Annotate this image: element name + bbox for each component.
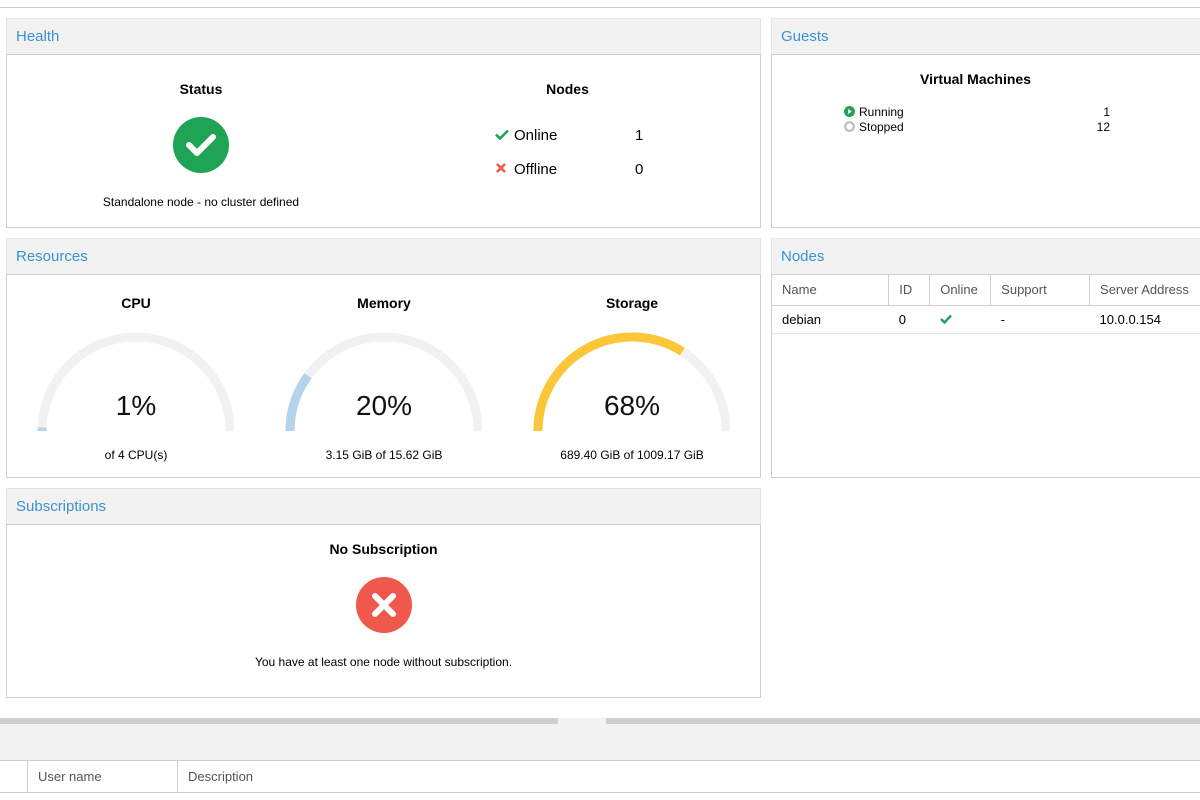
nodes-offline-label: Offline bbox=[514, 161, 558, 178]
cpu-gauge-arc bbox=[37, 332, 235, 432]
running-icon bbox=[844, 106, 855, 117]
storage-gauge: Storage 68% 689.40 GiB of 1009.17 GiB bbox=[508, 275, 756, 479]
top-border bbox=[0, 0, 1200, 8]
nodes-panel-header: Nodes bbox=[771, 238, 1200, 274]
memory-gauge-fill bbox=[285, 373, 312, 432]
status-text: Standalone node - no cluster defined bbox=[102, 195, 300, 209]
stopped-icon bbox=[844, 121, 855, 132]
storage-gauge-subtext: 689.40 GiB of 1009.17 GiB bbox=[560, 448, 704, 462]
vm-running-row: Running 1 bbox=[844, 104, 1110, 119]
memory-gauge-value: 20% bbox=[355, 390, 413, 421]
subscription-text: You have at least one node without subsc… bbox=[254, 655, 513, 669]
nodes-table: Name ID Online Support Server Address de… bbox=[772, 275, 1200, 334]
column-header-server-address[interactable]: Server Address bbox=[1089, 275, 1200, 306]
memory-gauge: Memory 20% 3.15 GiB of 15.62 GiB bbox=[260, 275, 508, 479]
bottom-grid-header: User name Description bbox=[0, 761, 1200, 793]
vm-stopped-row: Stopped 12 bbox=[844, 119, 1110, 134]
nodes-panel-title: Nodes bbox=[781, 248, 825, 265]
memory-gauge-arc bbox=[285, 332, 483, 432]
subscription-heading: No Subscription bbox=[329, 541, 438, 557]
subscriptions-panel-body: No Subscription You have at least one no… bbox=[6, 524, 761, 698]
nodes-offline-row: Offline 0 bbox=[495, 161, 655, 178]
subscriptions-panel-title: Subscriptions bbox=[16, 498, 107, 515]
storage-gauge-arc bbox=[533, 332, 731, 432]
vm-title: Virtual Machines bbox=[919, 71, 1031, 87]
node-name-cell: debian bbox=[772, 305, 889, 334]
column-header-id[interactable]: ID bbox=[888, 275, 931, 306]
cross-icon bbox=[495, 161, 514, 178]
guests-panel-header: Guests bbox=[771, 18, 1200, 54]
resources-panel-body: CPU 1% of 4 CPU(s) Memory 20% 3.15 GiB o… bbox=[6, 274, 761, 478]
column-header-user-name[interactable]: User name bbox=[27, 761, 177, 792]
subscriptions-panel-header: Subscriptions bbox=[6, 488, 761, 524]
guests-panel-body: Virtual Machines Running 1 Stopped 12 bbox=[771, 54, 1200, 228]
cpu-gauge-title: CPU bbox=[121, 295, 151, 311]
cpu-gauge-subtext: of 4 CPU(s) bbox=[104, 448, 168, 462]
cpu-gauge-track bbox=[37, 332, 235, 432]
column-header-description[interactable]: Description bbox=[177, 761, 477, 792]
storage-gauge-value: 68% bbox=[603, 390, 661, 421]
check-icon bbox=[495, 127, 514, 144]
splitter-collapse-handle[interactable] bbox=[558, 718, 606, 724]
health-panel-body: Status Standalone node - no cluster defi… bbox=[6, 54, 761, 228]
memory-gauge-title: Memory bbox=[357, 295, 411, 311]
nodes-summary-title: Nodes bbox=[546, 81, 589, 97]
bottom-toolbar bbox=[0, 724, 1200, 761]
vm-stopped-count: 12 bbox=[1096, 119, 1110, 134]
column-header-support[interactable]: Support bbox=[990, 275, 1091, 306]
node-online-cell bbox=[929, 305, 991, 334]
status-ok-icon bbox=[173, 117, 229, 173]
storage-gauge-fill bbox=[533, 332, 685, 432]
resources-panel-title: Resources bbox=[16, 248, 88, 265]
column-header-name[interactable]: Name bbox=[772, 275, 890, 306]
cpu-gauge: CPU 1% of 4 CPU(s) bbox=[12, 275, 260, 479]
nodes-panel-body: Name ID Online Support Server Address de… bbox=[771, 274, 1200, 478]
storage-gauge-title: Storage bbox=[605, 295, 659, 311]
resources-panel: Resources CPU 1% of 4 CPU(s) Memory 20% … bbox=[6, 238, 761, 478]
column-header-online[interactable]: Online bbox=[929, 275, 992, 306]
vm-running-label: Running bbox=[859, 104, 904, 119]
health-panel: Health Status Standalone node - no clust… bbox=[6, 18, 761, 228]
health-panel-header: Health bbox=[6, 18, 761, 54]
nodes-offline-count: 0 bbox=[635, 161, 644, 178]
guests-panel-title: Guests bbox=[781, 28, 829, 45]
vm-running-count: 1 bbox=[1103, 104, 1110, 119]
nodes-online-count: 1 bbox=[635, 127, 644, 144]
nodes-panel: Nodes Name ID Online Support Server Addr… bbox=[771, 238, 1200, 478]
subscriptions-panel: Subscriptions No Subscription You have a… bbox=[6, 488, 761, 698]
nodes-online-label: Online bbox=[514, 127, 558, 144]
guests-panel: Guests Virtual Machines Running 1 Stoppe… bbox=[771, 18, 1200, 228]
cpu-gauge-value: 1% bbox=[115, 390, 157, 421]
subscription-error-icon bbox=[356, 577, 412, 633]
resources-panel-header: Resources bbox=[6, 238, 761, 274]
nodes-summary-section: Nodes Online 1 Offline 0 bbox=[395, 55, 760, 229]
table-row[interactable]: debian 0 - 10.0.0.154 bbox=[772, 305, 1200, 334]
node-address-cell: 10.0.0.154 bbox=[1089, 305, 1200, 334]
status-title: Status bbox=[179, 81, 223, 97]
status-section: Status Standalone node - no cluster defi… bbox=[7, 55, 395, 229]
nodes-online-row: Online 1 bbox=[495, 127, 655, 144]
health-panel-title: Health bbox=[16, 28, 60, 45]
check-icon bbox=[939, 312, 952, 327]
vm-stopped-label: Stopped bbox=[859, 119, 904, 134]
node-support-cell: - bbox=[990, 305, 1090, 334]
node-id-cell: 0 bbox=[888, 305, 930, 334]
memory-gauge-subtext: 3.15 GiB of 15.62 GiB bbox=[325, 448, 443, 462]
